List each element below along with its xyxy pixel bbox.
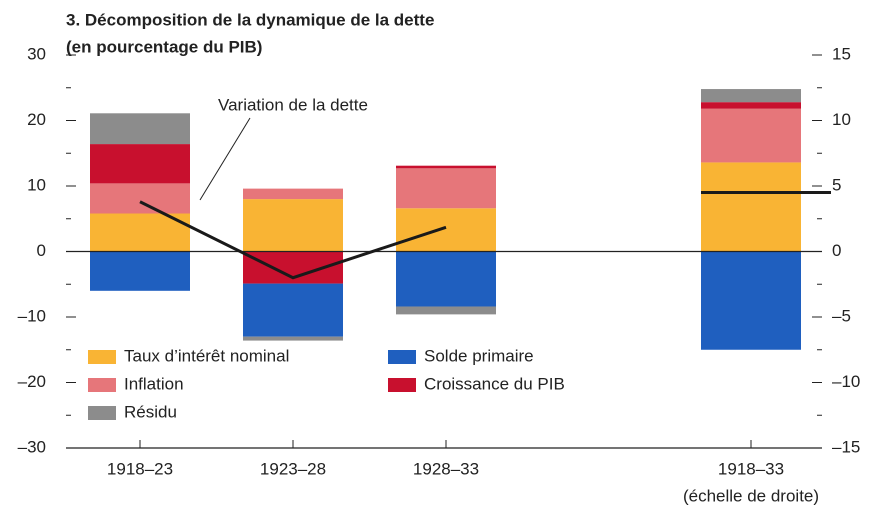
y2-tick-label: 5	[832, 175, 841, 194]
legend-label: Résidu	[124, 402, 177, 421]
legend-swatch	[88, 378, 116, 392]
bar-segment	[396, 168, 496, 209]
y-tick-label: 30	[27, 44, 46, 63]
chart-subtitle: (en pourcentage du PIB)	[66, 37, 262, 56]
y2-tick-label: –15	[832, 437, 860, 456]
bar-segment	[90, 144, 190, 184]
y2-tick-label: 10	[832, 110, 851, 129]
bar-segment	[243, 199, 343, 252]
legend-swatch	[88, 406, 116, 420]
bar-segment	[701, 162, 801, 252]
annotation-leader	[199, 117, 251, 201]
bar-segment	[396, 165, 496, 169]
x-tick-label: 1918–33	[718, 459, 784, 478]
bar-segment	[243, 188, 343, 200]
x-tick-label: 1918–23	[107, 459, 173, 478]
bar-segment	[90, 113, 190, 145]
bar-segment	[90, 251, 190, 291]
bar-segment	[396, 306, 496, 315]
line-annotation: Variation de la dette	[218, 95, 368, 114]
legend-label: Croissance du PIB	[424, 374, 565, 393]
y2-tick-label: 15	[832, 44, 851, 63]
bar-segment	[701, 251, 801, 350]
legend-label: Inflation	[124, 374, 184, 393]
y-tick-label: 0	[37, 241, 46, 260]
debt-line	[139, 200, 447, 280]
legend-swatch	[388, 378, 416, 392]
y2-tick-label: –10	[832, 372, 860, 391]
y-tick-label: –20	[18, 372, 46, 391]
legend-swatch	[388, 350, 416, 364]
x-note: (échelle de droite)	[683, 486, 819, 505]
y-tick-label: 10	[27, 175, 46, 194]
bar-segment	[701, 102, 801, 109]
bar-segment	[701, 108, 801, 163]
y2-tick-label: 0	[832, 241, 841, 260]
y-tick-label: 20	[27, 110, 46, 129]
bar-segment	[90, 183, 190, 214]
y2-tick-label: –5	[832, 306, 851, 325]
chart-title: 3. Décomposition de la dynamique de la d…	[66, 10, 434, 29]
bar-segment	[701, 89, 801, 103]
legend-label: Taux d’intérêt nominal	[124, 346, 289, 365]
x-tick-label: 1923–28	[260, 459, 326, 478]
bar-segment	[396, 208, 496, 252]
y-tick-label: –10	[18, 306, 46, 325]
legend-label: Solde primaire	[424, 346, 534, 365]
bar-segment	[243, 336, 343, 341]
bar-segment	[396, 251, 496, 307]
y-tick-label: –30	[18, 437, 46, 456]
legend-swatch	[88, 350, 116, 364]
bar-segment	[243, 283, 343, 337]
x-tick-label: 1928–33	[413, 459, 479, 478]
